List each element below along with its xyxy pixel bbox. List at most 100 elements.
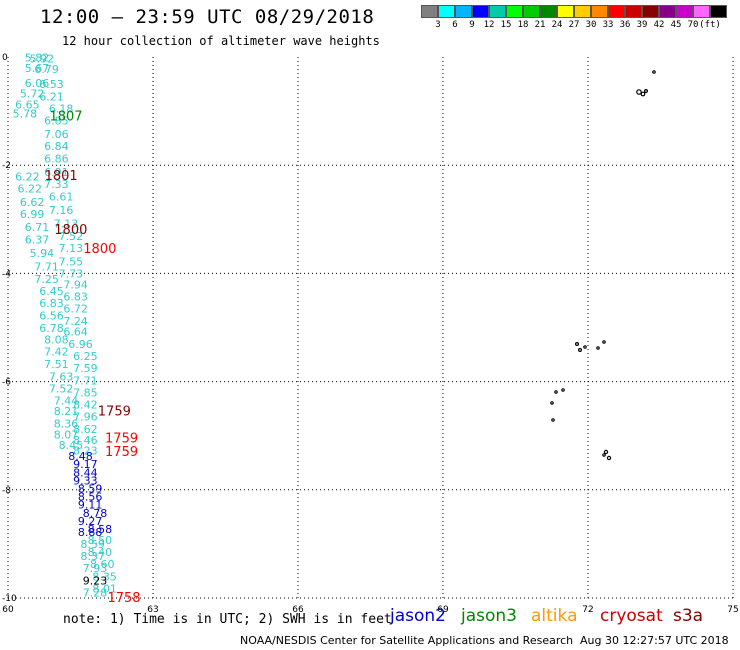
wave-height-label: 8.88 [78,526,103,539]
x-tick-label: 75 [727,605,738,615]
island-outline [636,89,642,95]
scale-label: 45 [670,20,682,30]
island-outline [583,345,587,349]
wave-height-label: 6.96 [68,338,93,351]
color-scale-labels: 3 6 9 12 15 18 21 24 27 30 33 36 39 42 45 70 (ft) [421,18,727,32]
island-outline [551,418,555,422]
wave-height-label: 7.96 [73,411,98,424]
color-scale-swatches [421,5,727,18]
wave-height-label: 6.64 [63,326,88,339]
pass-time-label: 1800 [54,223,87,238]
scale-swatch [557,5,574,18]
scale-swatch [506,5,523,18]
island-outline [561,388,565,392]
wave-height-label: 7.71 [34,261,59,274]
wave-height-label: 7.73 [59,268,84,281]
x-tick-label: 60 [2,605,14,615]
wave-height-label: 7.06 [44,128,69,141]
scale-label: 36 [619,20,631,30]
island-outline [643,88,648,93]
wave-height-label: 8.46 [73,434,98,447]
wave-height-label: 8.21 [54,405,79,418]
wave-height-label: 8.62 [73,423,98,436]
y-tick-label: -6 [2,378,11,388]
wave-height-label: 7.24 [63,315,88,328]
wave-height-label: 8.60 [90,558,115,571]
wave-height-label: 8.01 [92,583,117,596]
scale-label: 33 [602,20,614,30]
wave-height-label: 5.94 [30,247,55,260]
scale-swatch [455,5,472,18]
wave-height-label: 7.33 [44,178,69,191]
scale-swatch [591,5,608,18]
wave-height-label: 6.83 [39,297,64,310]
legend-jason2: jason2 [390,606,446,626]
legend-cryosat: cryosat [600,606,663,626]
wave-height-label: 6.45 [39,285,64,298]
x-tick-label: 69 [437,605,449,615]
wave-height-label: 6.71 [25,221,50,234]
pass-time-label: 1807 [49,110,82,125]
wave-height-label: 7.44 [54,394,79,407]
wave-height-label: 8.78 [83,507,108,520]
pass-time-label: 1758 [107,591,140,606]
wave-height-label: 6.18 [49,103,74,116]
wave-height-label: 6.91 [44,166,69,179]
island-outline [652,70,656,74]
wave-height-label: 8.36 [54,418,79,431]
x-tick-label: 63 [147,605,158,615]
wave-height-label: 7.16 [49,204,74,217]
wave-height-label: 8.44 [73,466,98,479]
wave-height-label: 7.13 [59,242,84,255]
scale-swatch [642,5,659,18]
wave-height-label: 9.23 [83,574,108,587]
wave-height-label: 5.82 [25,51,50,64]
wave-height-label: 6.53 [39,78,64,91]
wave-height-label: 6.99 [20,208,45,221]
scale-swatch [608,5,625,18]
wave-height-label: 7.42 [44,346,69,359]
wave-height-label: 5.92 [30,52,55,65]
wave-height-label: 7.52 [59,230,84,243]
footer-note: note: 1) Time is in UTC; 2) SWH is in fe… [63,612,392,627]
pass-time-label: 1800 [83,242,116,257]
island-outline [640,91,646,97]
footer-timestamp: Aug 30 12:27:57 UTC 2018 [580,634,729,647]
wave-height-label: 7.94 [63,279,88,292]
pass-time-label: 1759 [105,431,138,446]
wave-height-label: 6.21 [39,90,64,103]
wave-height-label: 5.78 [13,108,38,121]
island-outline [577,348,582,353]
wave-height-label: 9.17 [73,458,98,471]
scale-label: 24 [551,20,563,30]
scale-label: (ft) [699,20,721,30]
wave-height-label: 7.52 [49,382,74,395]
wave-height-label: 8.48 [68,450,93,463]
wave-height-label: 5.72 [20,88,45,101]
wave-height-label: 8.50 [88,534,113,547]
wave-height-label: 6.84 [44,140,69,153]
wave-height-label: 7.71 [73,374,98,387]
wave-height-label: 7.55 [59,255,84,268]
wave-height-label: 6.61 [49,190,74,203]
scale-swatch [710,5,727,18]
wave-height-label: 6.22 [18,182,43,195]
wave-height-label: 5.67 [25,62,50,75]
wave-height-label: 7.51 [44,358,69,371]
island-outline [550,401,554,405]
wave-height-label: 6.85 [44,115,69,128]
wave-height-label: 8.59 [78,483,103,496]
scale-label: 21 [534,20,546,30]
y-tick-label: -4 [2,269,11,279]
wave-height-label: 8.35 [92,571,117,584]
wave-height-label: 7.85 [73,387,98,400]
scale-swatch [625,5,642,18]
wave-height-label: 8.59 [80,538,105,551]
island-outline [603,449,609,455]
scale-swatch [676,5,693,18]
wave-height-label: 6.62 [20,196,45,209]
wave-height-label: 8.42 [73,399,98,412]
scale-swatch [693,5,710,18]
